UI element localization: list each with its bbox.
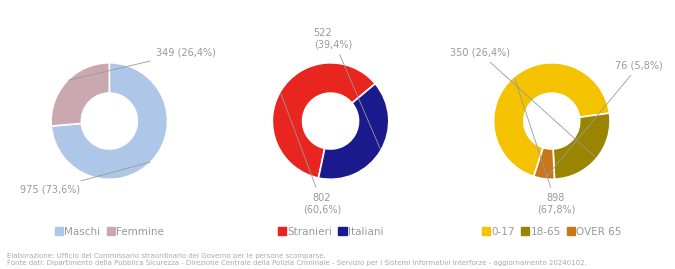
Legend: 0-17, 18-65, OVER 65: 0-17, 18-65, OVER 65 (478, 223, 626, 242)
Text: 76 (5,8%): 76 (5,8%) (545, 60, 663, 178)
Wedge shape (493, 63, 610, 176)
Legend: Stranieri, Italiani: Stranieri, Italiani (273, 223, 387, 242)
Text: 975 (73,6%): 975 (73,6%) (20, 162, 151, 194)
Wedge shape (534, 148, 554, 179)
Text: Elaborazione: Ufficio del Commissario straordinario del Governo per le persone s: Elaborazione: Ufficio del Commissario st… (7, 253, 587, 266)
Text: 350 (26,4%): 350 (26,4%) (450, 48, 595, 157)
Text: 349 (26,4%): 349 (26,4%) (68, 48, 216, 80)
Text: 522
(39,4%): 522 (39,4%) (314, 28, 381, 149)
Wedge shape (51, 63, 167, 179)
Text: 802
(60,6%): 802 (60,6%) (281, 93, 342, 214)
Wedge shape (319, 84, 389, 179)
Text: 898
(67,8%): 898 (67,8%) (514, 78, 575, 214)
Wedge shape (553, 113, 610, 179)
Wedge shape (272, 63, 375, 178)
Legend: Maschi, Femmine: Maschi, Femmine (51, 223, 168, 242)
Wedge shape (51, 63, 109, 126)
